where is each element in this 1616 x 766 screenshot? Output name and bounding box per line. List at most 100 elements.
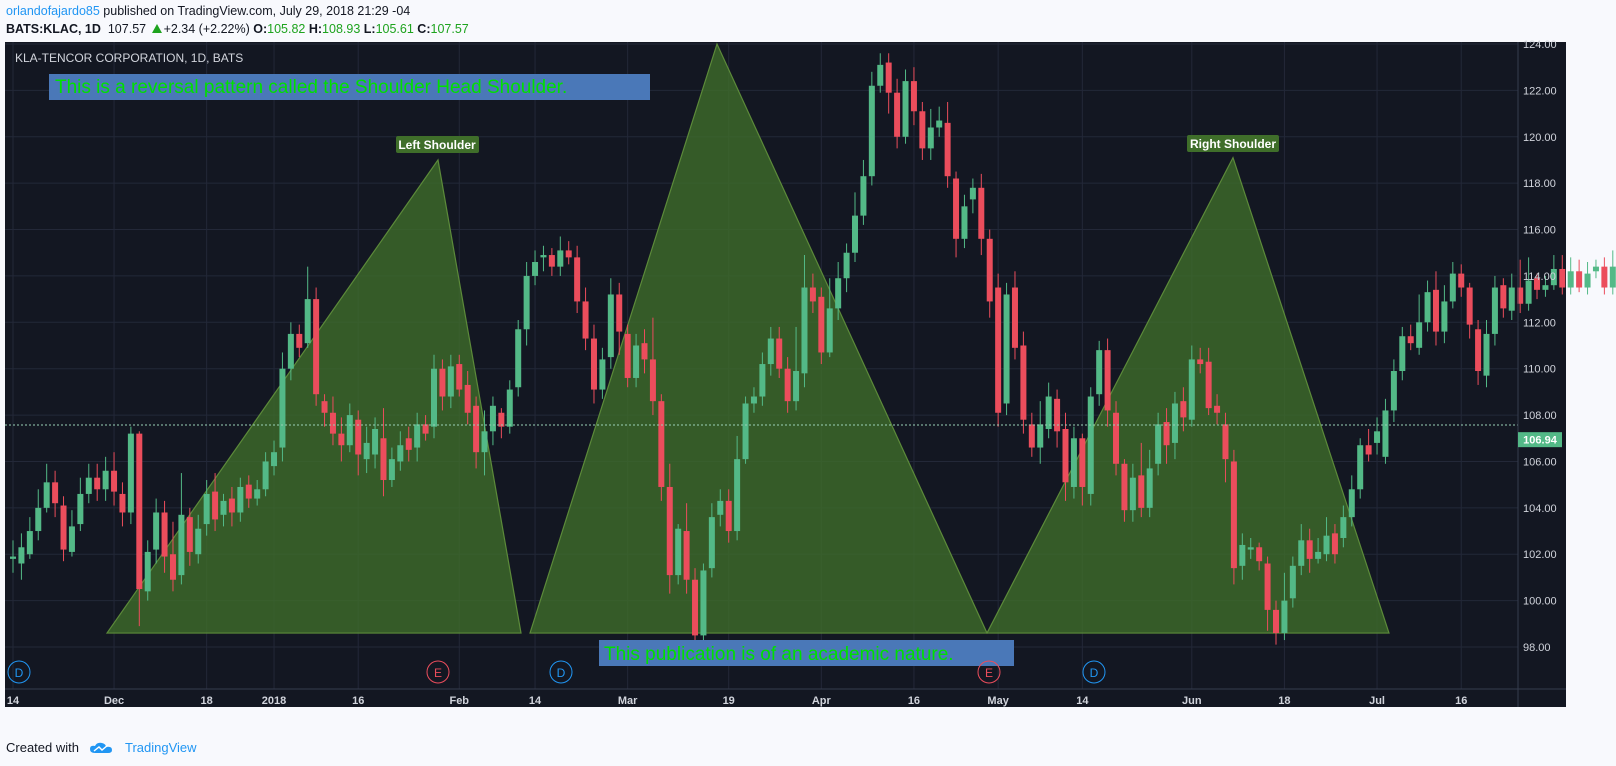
candle [119, 493, 126, 513]
candle [262, 461, 269, 490]
dividend-marker[interactable] [7, 660, 31, 684]
high-label: H: [308, 22, 323, 36]
candle [1458, 273, 1465, 288]
x-tick-label: 18 [201, 695, 213, 707]
candle [1171, 403, 1178, 443]
y-tick-label: 102.00 [1523, 549, 1557, 561]
head-shoulders-pattern [105, 42, 1390, 634]
candle [826, 308, 833, 353]
candle [111, 470, 118, 492]
change-value: +2.34 (+2.22%) [163, 22, 250, 36]
candle [683, 531, 690, 580]
candle [439, 368, 446, 397]
published-text: published on TradingView.com, July 29, 2… [99, 4, 411, 18]
candle [1037, 424, 1044, 448]
candle [969, 187, 976, 200]
candle [1011, 287, 1018, 348]
price-axis[interactable] [1518, 42, 1566, 689]
candle [498, 412, 505, 427]
dividend-marker[interactable] [1082, 660, 1106, 684]
candle [565, 250, 572, 258]
dividend-marker-label: D [15, 666, 24, 680]
candle [1550, 268, 1557, 286]
candle [776, 338, 783, 369]
candle [835, 278, 842, 309]
candle [919, 111, 926, 149]
candle [1003, 294, 1010, 404]
candle [1382, 410, 1389, 457]
candle [532, 262, 539, 276]
tradingview-link[interactable]: TradingView [124, 740, 197, 755]
candle [489, 405, 496, 432]
candle [1584, 273, 1591, 288]
candle [372, 428, 379, 455]
created-with: Created with [6, 740, 79, 755]
close-label: C: [417, 22, 431, 36]
candle [641, 343, 648, 360]
candle [734, 459, 741, 532]
candle [624, 333, 631, 378]
candle [287, 333, 294, 369]
candle [1432, 289, 1439, 332]
candle [422, 424, 429, 434]
candle [843, 252, 850, 279]
candle [1289, 565, 1296, 599]
candle [1104, 350, 1111, 411]
candle [338, 433, 345, 446]
candle [692, 579, 699, 636]
candle [1357, 445, 1364, 490]
candle [1365, 445, 1372, 455]
candle [60, 505, 67, 550]
candle [220, 500, 227, 515]
candle [1155, 424, 1162, 464]
earnings-marker[interactable] [426, 660, 450, 684]
candle [1247, 547, 1254, 550]
candle [1466, 287, 1473, 325]
earnings-marker[interactable] [977, 660, 1001, 684]
candle [1390, 371, 1397, 411]
price-badge [1518, 432, 1562, 448]
candle [1323, 535, 1330, 555]
author-link[interactable]: orlandofajardo85 [6, 4, 100, 18]
candle [1121, 463, 1128, 511]
candle [212, 491, 219, 520]
candle [329, 412, 336, 434]
candle [506, 389, 513, 427]
candle [94, 477, 101, 490]
candle [161, 512, 168, 557]
candle [1500, 285, 1507, 309]
candle [388, 459, 395, 481]
y-tick-label: 116.00 [1523, 225, 1556, 237]
publish-line: orlandofajardo85 published on TradingVie… [6, 4, 410, 18]
candle [1306, 540, 1313, 559]
candle [1222, 424, 1229, 460]
candle [195, 528, 202, 555]
y-tick-label: 98.00 [1523, 642, 1551, 654]
candle [582, 301, 589, 339]
candle [1087, 396, 1094, 494]
candle [136, 433, 143, 590]
candle [153, 512, 160, 550]
top-note: This is a reversal pattern called the Sh… [55, 77, 567, 98]
open-label: O: [253, 22, 268, 36]
price-chart[interactable]: 124.00 122.00 120.00 118.00 116.00 114.00 112.… [0, 40, 1616, 734]
candle [902, 81, 909, 137]
event-markers: D E D E D [7, 660, 1106, 684]
candle [431, 368, 437, 427]
candle [910, 81, 917, 112]
candle [633, 345, 640, 378]
candle [1559, 268, 1566, 288]
candle [1113, 412, 1120, 464]
candle [1340, 517, 1347, 538]
dividend-marker[interactable] [549, 660, 573, 684]
candle [144, 551, 151, 592]
candle [666, 486, 673, 576]
candle [515, 329, 522, 388]
y-tick-label: 112.00 [1523, 317, 1556, 329]
tradingview-logo-icon [89, 742, 112, 753]
dividend-marker-label: D [557, 666, 566, 680]
candle [574, 257, 581, 302]
candle [380, 438, 387, 481]
candle [540, 255, 547, 258]
candle [818, 296, 825, 353]
